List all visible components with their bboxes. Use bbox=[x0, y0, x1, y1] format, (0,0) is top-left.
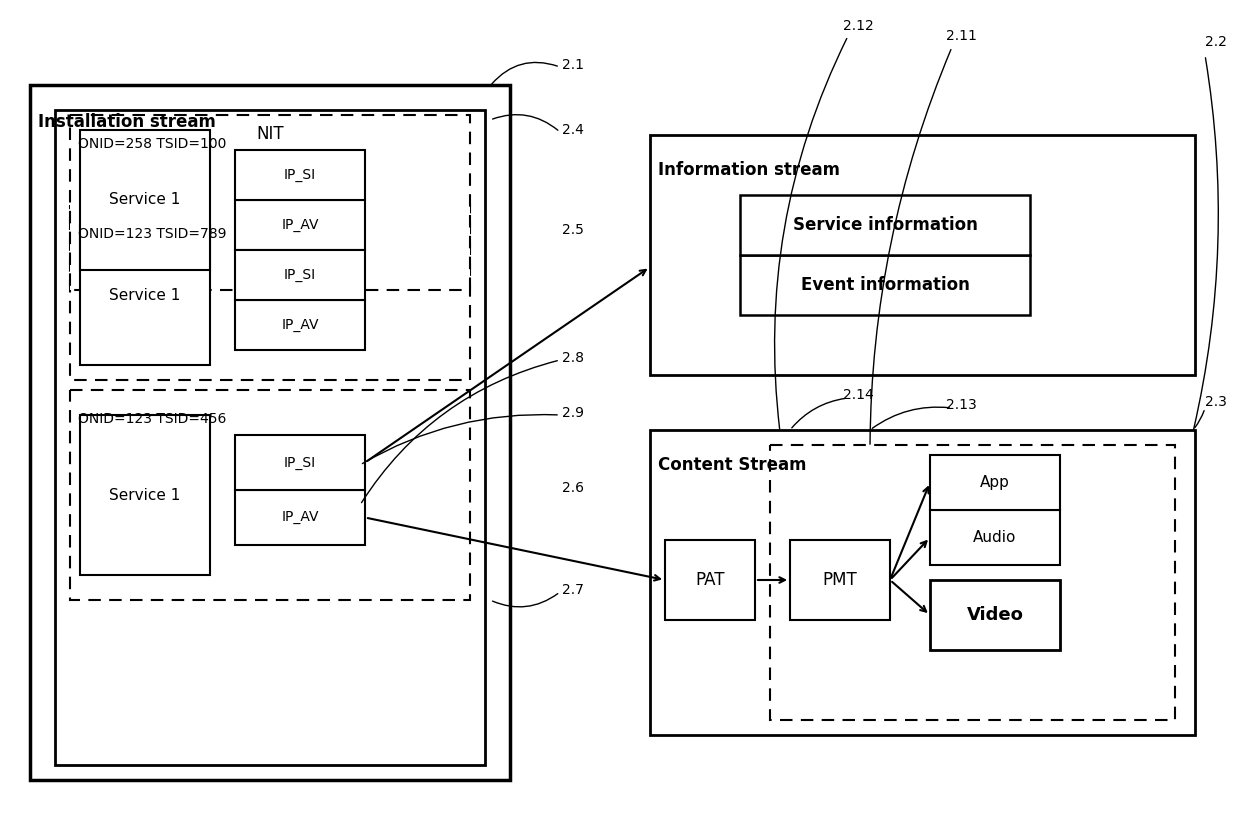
Text: 2.4: 2.4 bbox=[563, 123, 584, 137]
Bar bbox=[30, 85, 510, 780]
Text: Audio: Audio bbox=[974, 530, 1017, 545]
Text: Event information: Event information bbox=[800, 276, 969, 294]
Bar bbox=[235, 200, 366, 250]
Bar bbox=[69, 115, 470, 290]
Text: Installation stream: Installation stream bbox=[38, 113, 216, 131]
Bar bbox=[769, 445, 1175, 720]
Text: 2.9: 2.9 bbox=[563, 406, 584, 420]
Text: Information stream: Information stream bbox=[658, 161, 840, 179]
Text: 2.6: 2.6 bbox=[563, 481, 584, 495]
Text: IP_SI: IP_SI bbox=[284, 268, 316, 282]
Text: Service information: Service information bbox=[793, 216, 978, 234]
Text: ONID=258 TSID=100: ONID=258 TSID=100 bbox=[78, 137, 227, 151]
Text: Service 1: Service 1 bbox=[109, 487, 181, 502]
Bar bbox=[790, 540, 890, 620]
Text: 2.2: 2.2 bbox=[1206, 35, 1227, 49]
Bar bbox=[740, 195, 1030, 255]
Text: NIT: NIT bbox=[256, 125, 284, 143]
Text: 2.12: 2.12 bbox=[843, 19, 873, 33]
Text: 2.5: 2.5 bbox=[563, 223, 584, 237]
Bar bbox=[81, 225, 209, 365]
Text: Video: Video bbox=[966, 606, 1023, 624]
Bar bbox=[740, 255, 1030, 315]
Text: 2.3: 2.3 bbox=[1206, 395, 1227, 409]
Bar bbox=[930, 455, 1061, 510]
Bar bbox=[55, 110, 484, 765]
Bar bbox=[650, 430, 1194, 735]
Text: Service 1: Service 1 bbox=[109, 192, 181, 207]
Text: ONID=123 TSID=456: ONID=123 TSID=456 bbox=[78, 412, 227, 426]
Text: 2.14: 2.14 bbox=[843, 388, 873, 402]
Text: ONID=123 TSID=789: ONID=123 TSID=789 bbox=[78, 227, 227, 241]
Text: PMT: PMT bbox=[823, 571, 857, 589]
Text: PAT: PAT bbox=[695, 571, 725, 589]
Bar bbox=[69, 390, 470, 600]
Bar bbox=[235, 150, 366, 200]
Text: IP_AV: IP_AV bbox=[281, 318, 318, 332]
Bar bbox=[81, 130, 209, 270]
Bar bbox=[930, 580, 1061, 650]
Text: Service 1: Service 1 bbox=[109, 288, 181, 303]
Bar bbox=[235, 300, 366, 350]
Bar bbox=[235, 250, 366, 300]
Text: 2.1: 2.1 bbox=[563, 58, 584, 72]
Text: Content Stream: Content Stream bbox=[658, 456, 807, 474]
Text: IP_SI: IP_SI bbox=[284, 456, 316, 470]
Text: IP_SI: IP_SI bbox=[284, 168, 316, 182]
Bar bbox=[81, 415, 209, 575]
Bar bbox=[650, 135, 1194, 375]
Bar bbox=[69, 205, 470, 380]
Bar bbox=[665, 540, 755, 620]
Bar bbox=[235, 435, 366, 490]
Text: 2.11: 2.11 bbox=[947, 29, 976, 43]
Bar bbox=[235, 490, 366, 545]
Text: 2.13: 2.13 bbox=[947, 398, 976, 412]
Text: 2.8: 2.8 bbox=[563, 351, 584, 365]
Text: App: App bbox=[980, 475, 1010, 490]
Text: IP_AV: IP_AV bbox=[281, 511, 318, 524]
Bar bbox=[930, 510, 1061, 565]
Text: 2.7: 2.7 bbox=[563, 583, 584, 597]
Text: IP_AV: IP_AV bbox=[281, 218, 318, 232]
